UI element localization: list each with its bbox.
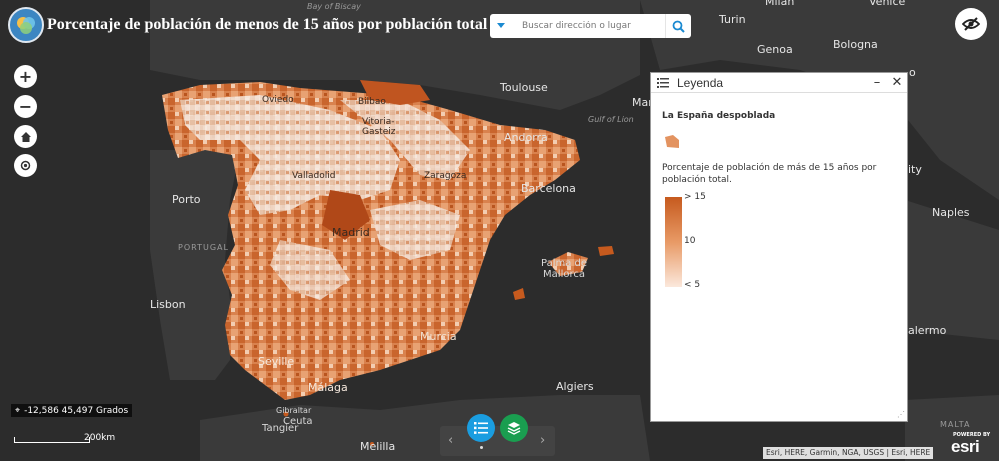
label-malta: MALTA	[940, 420, 971, 429]
close-icon[interactable]: ✕	[891, 75, 903, 90]
legend-layer-name: La España despoblada	[662, 111, 776, 121]
label-porto: Porto	[172, 193, 201, 206]
menorca[interactable]	[598, 246, 614, 256]
legend-ramp-mid: 10	[684, 236, 696, 246]
locate-icon	[20, 160, 31, 171]
label-palermo: alermo	[908, 324, 947, 337]
label-marseille-partial: Mar	[632, 96, 653, 109]
esri-logo[interactable]: esri	[951, 437, 980, 456]
portugal-land	[150, 150, 240, 380]
polygon-swatch-icon	[665, 135, 679, 148]
ceuta-marker	[283, 411, 289, 417]
widget-pager[interactable]: ‹ ›	[440, 426, 555, 456]
label-algiers: Algiers	[556, 380, 594, 393]
chevron-down-icon	[497, 23, 505, 28]
app-title: Porcentaje de población de menos de 15 a…	[47, 16, 488, 33]
search-input[interactable]	[512, 15, 665, 37]
low-value-northeast	[340, 100, 470, 180]
label-gibraltar: Gibraltar	[276, 406, 312, 415]
label-zaragoza: Zaragoza	[424, 171, 467, 181]
app-logo-icon	[17, 17, 35, 34]
search-source-dropdown[interactable]	[490, 14, 512, 38]
home-button[interactable]	[14, 125, 37, 148]
resize-grip-icon[interactable]: ⋰	[897, 410, 905, 419]
powered-by-label: POWERED BY	[953, 432, 991, 438]
locate-button[interactable]	[14, 154, 37, 177]
label-portugal: PORTUGAL	[178, 243, 229, 252]
legend-panel[interactable]: Leyenda – ✕ La España despoblada Porcent…	[650, 72, 908, 422]
list-icon	[657, 77, 669, 88]
eye-slash-icon	[962, 17, 980, 31]
legend-field-description: Porcentaje de población de más de 15 año…	[662, 163, 877, 185]
app-logo[interactable]	[8, 7, 44, 43]
legend-button[interactable]	[467, 414, 495, 442]
home-icon	[20, 131, 31, 142]
scale-label: 200km	[84, 433, 116, 443]
legend-ramp-high: > 15	[684, 192, 706, 202]
label-seville: Seville	[258, 355, 295, 368]
layers-icon	[507, 422, 521, 435]
label-rome-partial: o	[909, 66, 916, 79]
minimize-icon[interactable]: –	[873, 75, 881, 90]
madrid-area	[322, 190, 370, 240]
coordinate-text: -12,586 45,497 Grados	[24, 405, 129, 416]
label-turin: Turin	[719, 13, 746, 26]
coordinate-display[interactable]: ⌖ -12,586 45,497 Grados	[11, 404, 133, 417]
chevron-right-icon[interactable]: ›	[540, 433, 546, 448]
scale-bar	[14, 437, 90, 443]
label-barcelona: Barcelona	[521, 182, 576, 195]
low-value-center-west	[270, 240, 350, 300]
label-milan: Milan	[765, 0, 795, 8]
label-valladolid: Valladolid	[292, 171, 336, 181]
zoom-out-button[interactable]: −	[14, 95, 37, 118]
search-button[interactable]	[665, 14, 691, 38]
crosshair-icon[interactable]: ⌖	[15, 405, 21, 416]
label-genoa: Genoa	[757, 43, 793, 56]
map-attribution[interactable]: Esri, HERE, Garmin, NGA, USGS | Esri, HE…	[763, 447, 934, 459]
plus-icon: +	[18, 67, 33, 86]
search-widget[interactable]	[490, 14, 691, 38]
tunisia-land	[905, 395, 999, 461]
label-malaga: Málaga	[308, 381, 348, 394]
label-venice: Venice	[869, 0, 906, 8]
label-melilla: Melilla	[360, 440, 396, 453]
layers-button[interactable]	[500, 414, 528, 442]
pager-dot	[480, 446, 483, 449]
label-lisbon: Lisbon	[150, 298, 186, 311]
search-icon	[672, 20, 685, 33]
low-value-center	[370, 200, 460, 260]
label-ceuta: Ceuta	[283, 416, 313, 427]
legend-ramp-low: < 5	[684, 280, 701, 290]
minus-icon: −	[18, 97, 33, 116]
label-madrid: Madrid	[332, 226, 370, 239]
label-toulouse: Toulouse	[500, 81, 548, 94]
label-vitoria: Vitoria-Gasteiz	[362, 117, 396, 137]
label-bilbao: Bilbao	[358, 97, 386, 107]
label-tangier: Tangier	[262, 423, 299, 434]
melilla-marker	[370, 442, 374, 446]
chevron-left-icon[interactable]: ‹	[448, 433, 454, 448]
basque-area	[360, 80, 430, 105]
label-gulf-of-lion: Gulf of Lion	[588, 115, 634, 124]
toggle-visibility-button[interactable]	[955, 8, 987, 40]
label-andorra: Andorra	[504, 131, 548, 144]
label-bologna: Bologna	[833, 38, 878, 51]
label-naples: Naples	[932, 206, 970, 219]
label-murcia: Murcia	[420, 330, 457, 343]
legend-list-icon	[474, 422, 488, 434]
legend-header[interactable]: Leyenda – ✕	[651, 73, 907, 93]
mallorca[interactable]	[548, 252, 588, 276]
legend-color-ramp	[665, 197, 682, 287]
zoom-in-button[interactable]: +	[14, 65, 37, 88]
ibiza[interactable]	[513, 288, 525, 300]
italy-land	[640, 0, 999, 200]
legend-title: Leyenda	[677, 75, 724, 90]
label-sicily-partial: ity	[908, 163, 922, 176]
label-oviedo: Oviedo	[262, 95, 294, 105]
label-bay-of-biscay: Bay of Biscay	[307, 2, 361, 11]
low-value-north	[180, 95, 400, 215]
label-palma: Palma de Mallorca	[541, 258, 588, 280]
southern-italy-land	[905, 200, 999, 340]
